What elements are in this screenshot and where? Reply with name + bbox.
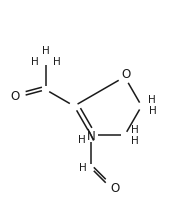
Text: H: H: [148, 95, 155, 105]
Text: O: O: [121, 68, 130, 81]
Text: N: N: [87, 130, 95, 143]
Text: H: H: [79, 163, 87, 173]
Text: O: O: [10, 90, 20, 103]
Text: H: H: [149, 106, 156, 116]
Text: H: H: [42, 46, 50, 56]
Text: H: H: [53, 57, 61, 67]
Text: H: H: [131, 125, 139, 135]
Text: H: H: [78, 135, 86, 145]
Text: H: H: [31, 57, 39, 67]
Text: H: H: [131, 136, 139, 146]
Text: O: O: [110, 182, 119, 195]
